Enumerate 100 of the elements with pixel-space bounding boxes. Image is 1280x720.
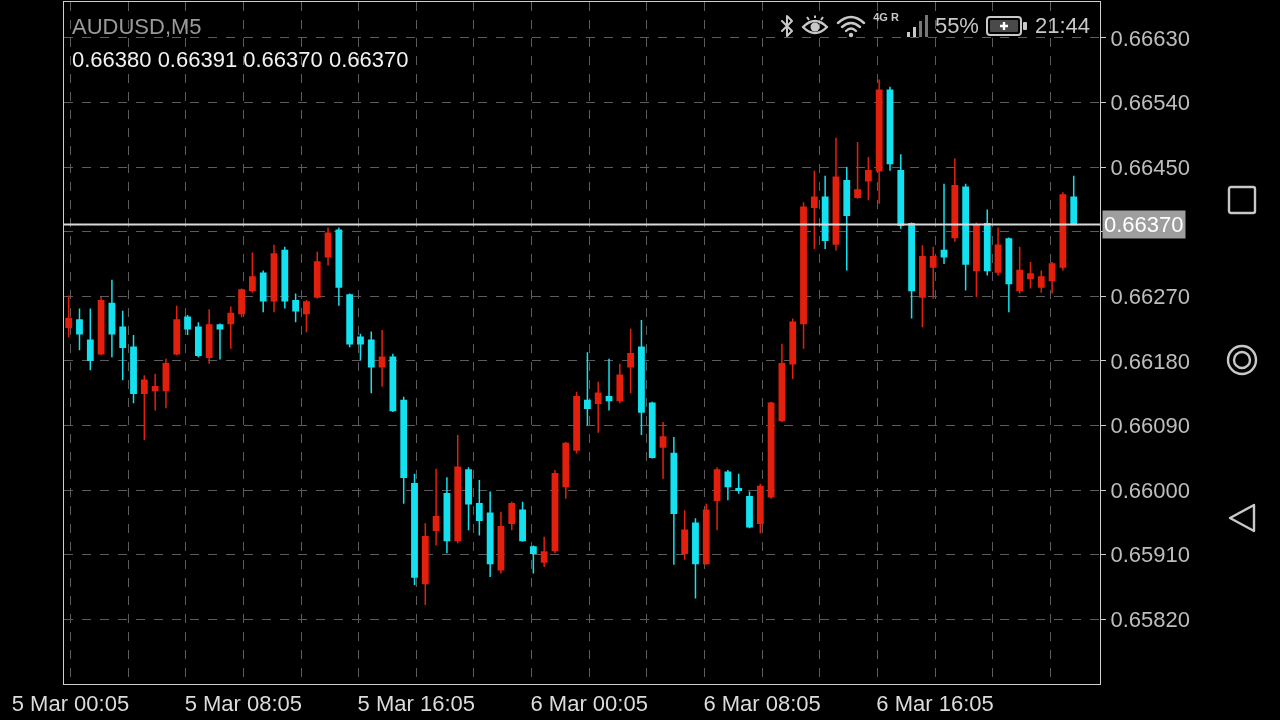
candlestick bbox=[994, 226, 1002, 277]
candlestick bbox=[173, 304, 181, 356]
y-tick-label: 0.66000 bbox=[1110, 477, 1190, 503]
candlestick bbox=[616, 363, 624, 405]
candlestick bbox=[810, 169, 818, 250]
candlestick bbox=[389, 353, 397, 413]
x-tick-label: 5 Mar 08:05 bbox=[184, 691, 303, 717]
candlestick bbox=[605, 358, 613, 412]
ref-line-label: 0.66370 bbox=[1104, 212, 1184, 237]
annotation: 21:44 bbox=[1034, 13, 1090, 38]
candlestick bbox=[346, 292, 354, 349]
candlestick bbox=[1005, 236, 1013, 313]
annotation: 4G R bbox=[873, 11, 899, 23]
candlestick bbox=[659, 421, 667, 480]
candlestick bbox=[821, 174, 829, 250]
candlestick bbox=[1016, 246, 1024, 295]
candlestick bbox=[227, 305, 235, 350]
candlestick bbox=[400, 396, 408, 505]
x-tick-label: 5 Mar 16:05 bbox=[357, 691, 475, 717]
candlestick bbox=[184, 314, 191, 336]
x-tick-label: 5 Mar 00:05 bbox=[11, 691, 130, 717]
candlestick bbox=[973, 221, 980, 298]
candlestick bbox=[270, 243, 278, 313]
candlestick bbox=[843, 166, 851, 272]
candlestick bbox=[1027, 261, 1034, 290]
candlestick bbox=[497, 510, 505, 575]
candlestick bbox=[648, 401, 656, 460]
candlestick bbox=[756, 482, 764, 534]
candlestick bbox=[940, 182, 948, 265]
candlestick bbox=[86, 307, 94, 372]
candlestick bbox=[303, 299, 310, 333]
candlestick bbox=[378, 329, 386, 388]
candlestick bbox=[411, 472, 418, 586]
y-tick-label: 0.66180 bbox=[1110, 348, 1190, 374]
candlestick bbox=[789, 317, 797, 380]
candlestick bbox=[594, 381, 602, 434]
y-tick-label: 0.66540 bbox=[1110, 90, 1190, 116]
candlestick bbox=[919, 244, 926, 328]
candlestick bbox=[778, 342, 786, 423]
candlestick bbox=[951, 157, 959, 243]
candlestick bbox=[151, 373, 159, 412]
candlestick bbox=[627, 327, 635, 394]
y-tick-label: 0.66270 bbox=[1110, 284, 1190, 310]
candlestick bbox=[638, 319, 645, 436]
candlestick bbox=[162, 358, 170, 410]
candlestick bbox=[983, 208, 991, 277]
candlestick bbox=[1048, 261, 1056, 295]
candlestick bbox=[465, 466, 472, 532]
candlestick bbox=[249, 251, 256, 294]
candlestick bbox=[767, 401, 775, 500]
candlestick bbox=[929, 246, 937, 300]
candlestick bbox=[108, 279, 116, 359]
candlestick bbox=[335, 226, 343, 307]
candlestick bbox=[832, 136, 840, 252]
candlestick bbox=[692, 517, 699, 600]
candlestick bbox=[97, 296, 105, 356]
candlestick bbox=[702, 503, 710, 566]
candlestick bbox=[1037, 269, 1045, 294]
candlestick bbox=[573, 391, 580, 455]
candlestick bbox=[130, 334, 137, 405]
candlestick bbox=[454, 434, 462, 545]
candlestick bbox=[140, 374, 148, 441]
candlestick bbox=[562, 441, 570, 500]
candlestick bbox=[367, 330, 375, 394]
candlestick bbox=[76, 307, 83, 351]
candlestick bbox=[443, 476, 451, 555]
candlestick bbox=[205, 308, 213, 365]
text: AUDUSD,M5 bbox=[72, 13, 202, 39]
candlestick bbox=[357, 332, 364, 361]
annotation: 55% bbox=[934, 13, 979, 38]
candlestick bbox=[432, 467, 440, 547]
candlestick bbox=[670, 436, 678, 566]
y-tick-label: 0.66090 bbox=[1110, 413, 1190, 439]
candlestick bbox=[584, 351, 591, 427]
candlestick bbox=[908, 221, 915, 320]
y-tick-label: 0.66630 bbox=[1110, 25, 1190, 51]
candlestick bbox=[281, 246, 289, 310]
candlestick bbox=[324, 226, 332, 267]
candlestick bbox=[713, 466, 721, 532]
y-tick-label: 0.65820 bbox=[1110, 607, 1190, 633]
candlestick bbox=[292, 292, 300, 323]
candlestick bbox=[875, 78, 883, 205]
candlestick bbox=[421, 522, 429, 606]
y-tick-label: 0.66450 bbox=[1110, 154, 1190, 180]
candlestick bbox=[681, 509, 689, 561]
x-tick-label: 6 Mar 08:05 bbox=[703, 691, 821, 717]
candlestick bbox=[540, 536, 548, 568]
candlestick bbox=[259, 269, 267, 313]
candlestick bbox=[486, 490, 494, 578]
y-tick-label: 0.65910 bbox=[1110, 542, 1190, 568]
candlestick bbox=[746, 490, 753, 529]
candlestick bbox=[735, 472, 743, 495]
candlestick bbox=[475, 479, 483, 537]
candlestick bbox=[119, 309, 127, 382]
candlestick bbox=[724, 469, 732, 501]
candlestick bbox=[529, 544, 537, 575]
x-tick-label: 6 Mar 00:05 bbox=[530, 691, 648, 717]
candlestick bbox=[897, 153, 905, 230]
candlestick bbox=[238, 287, 245, 318]
x-tick-label: 6 Mar 16:05 bbox=[876, 691, 994, 717]
